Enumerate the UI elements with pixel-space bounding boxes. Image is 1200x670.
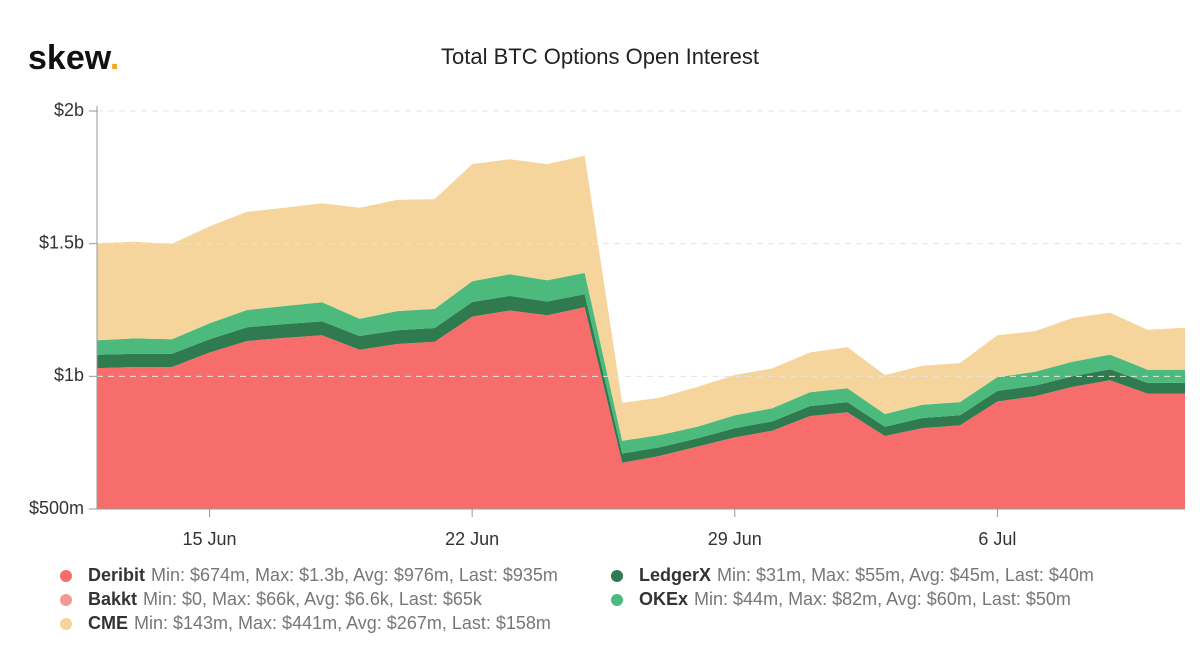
area (97, 272, 1185, 454)
brand-dot: . (110, 39, 119, 77)
y-tick-label: $1b (54, 365, 84, 385)
legend-name: LedgerX (639, 565, 711, 585)
legend-entry: LedgerX Min: $31m, Max: $55m, Avg: $45m, … (639, 565, 1094, 585)
legend-stats: Min: $143m, Max: $441m, Avg: $267m, Last… (134, 613, 551, 633)
legend-marker (60, 570, 72, 582)
legend-marker (60, 618, 72, 630)
legend-stats: Min: $0, Max: $66k, Avg: $6.6k, Last: $6… (143, 589, 483, 609)
area (97, 155, 1185, 441)
chart-title: Total BTC Options Open Interest (441, 44, 759, 69)
y-tick-label: $2b (54, 100, 84, 120)
legend-name: Bakkt (88, 589, 137, 609)
legend-marker (611, 570, 623, 582)
area (97, 307, 1185, 509)
x-tick-label: 22 Jun (445, 529, 499, 549)
y-tick-label: $500m (29, 498, 84, 518)
y-tick-label: $1.5b (39, 232, 84, 252)
plot: $500m $1b $1.5b $2b 15 Jun 22 Jun 29 Jun 6 Jul (29, 100, 1185, 549)
legend-stats: Min: $31m, Max: $55m, Avg: $45m, Last: $… (717, 565, 1094, 585)
legend-entry: Deribit Min: $674m, Max: $1.3b, Avg: $976… (88, 565, 558, 585)
brand: skew. (28, 39, 119, 77)
legend-entry: Bakkt Min: $0, Max: $66k, Avg: $6.6k, Las… (88, 589, 483, 609)
brand-text: skew (28, 39, 112, 77)
legend-marker (60, 594, 72, 606)
x-tick-label: 6 Jul (978, 529, 1016, 549)
x-tick-label: 15 Jun (183, 529, 237, 549)
legend-name: OKEx (639, 589, 688, 609)
area (97, 294, 1185, 463)
legend-stats: Min: $44m, Max: $82m, Avg: $60m, Last: $… (694, 589, 1071, 609)
legend-entry: CME Min: $143m, Max: $441m, Avg: $267m, L… (88, 613, 551, 633)
legend-name: CME (88, 613, 128, 633)
legend: Deribit Min: $674m, Max: $1.3b, Avg: $976… (60, 565, 1094, 633)
x-tick-label: 29 Jun (708, 529, 762, 549)
legend-marker (611, 594, 623, 606)
legend-stats: Min: $674m, Max: $1.3b, Avg: $976m, Last… (151, 565, 558, 585)
legend-entry: OKEx Min: $44m, Max: $82m, Avg: $60m, Las… (639, 589, 1071, 609)
legend-name: Deribit (88, 565, 145, 585)
